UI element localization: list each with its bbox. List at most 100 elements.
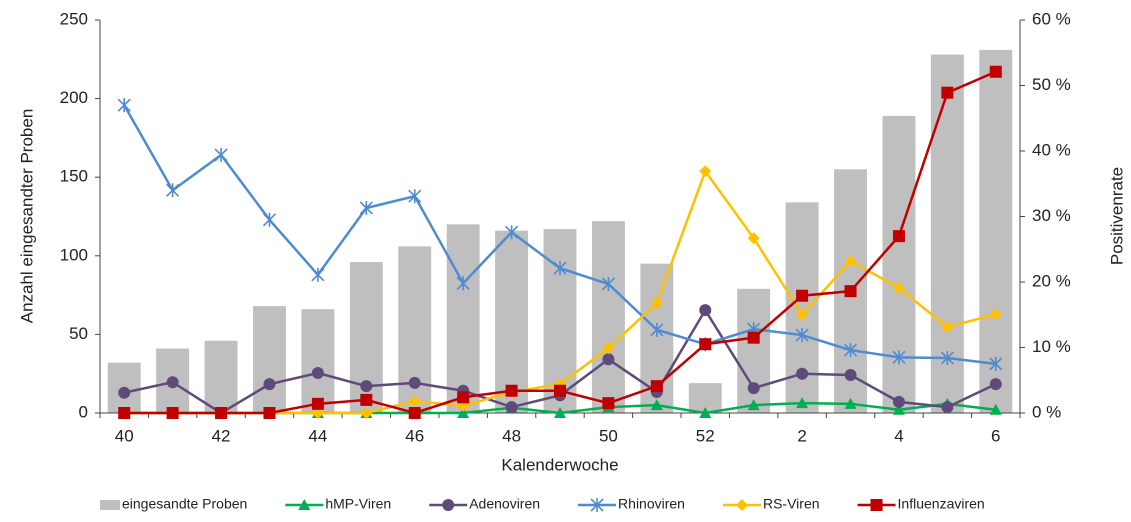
marker (989, 308, 1002, 321)
marker (553, 261, 567, 276)
x-tick-label: 46 (405, 426, 424, 445)
marker (699, 304, 712, 317)
legend-swatch (100, 500, 120, 510)
marker (747, 331, 760, 344)
x-tick-label: 4 (894, 426, 903, 445)
marker (602, 397, 615, 410)
marker (505, 225, 519, 240)
marker (747, 382, 760, 395)
bar (204, 340, 238, 413)
marker (298, 499, 311, 510)
marker (844, 397, 857, 409)
marker (699, 338, 712, 351)
legend-label: Rhinoviren (618, 496, 685, 512)
y-tick-label: 0 (79, 402, 88, 421)
marker (747, 399, 760, 411)
marker (796, 367, 809, 380)
legend-label: Adenoviren (469, 496, 540, 512)
legend: eingesandte Proben hMP-Viren Adenoviren Rhi… (100, 496, 985, 512)
y2-axis-title: Positivenrate (1107, 167, 1126, 265)
marker (747, 232, 760, 245)
marker (554, 407, 566, 418)
marker (844, 369, 857, 382)
marker (118, 386, 131, 399)
marker (941, 401, 954, 414)
y-tick-label: 50 (69, 324, 88, 343)
marker (650, 322, 664, 337)
x-tick-label: 52 (696, 426, 715, 445)
marker (650, 399, 663, 411)
marker (796, 397, 809, 409)
bar (253, 306, 286, 413)
marker (843, 343, 858, 358)
marker (505, 384, 518, 397)
marker (166, 407, 179, 419)
marker (457, 407, 470, 418)
marker (214, 147, 228, 162)
marker (844, 285, 857, 298)
marker (311, 407, 324, 419)
marker (989, 65, 1002, 78)
marker (796, 308, 809, 321)
marker (263, 407, 276, 419)
marker (941, 321, 954, 334)
marker (602, 353, 615, 366)
y-tick-label: 200 (60, 88, 88, 107)
marker (699, 407, 712, 418)
y2-tick-label: 30 % (1032, 206, 1071, 225)
y2-tick-label: 60 % (1032, 9, 1071, 28)
y-axis-title: Anzahl eingesandter Proben (17, 109, 36, 324)
marker (118, 407, 131, 419)
bar (737, 288, 771, 413)
marker (554, 384, 566, 397)
y2-tick-label: 50 % (1032, 75, 1071, 94)
marker (941, 86, 954, 99)
marker (359, 200, 373, 215)
marker (262, 212, 277, 227)
marker (892, 395, 905, 408)
bar (979, 49, 1013, 413)
legend-label: Influenzaviren (898, 496, 985, 512)
y-tick-label: 250 (60, 9, 88, 28)
y2-tick-label: 10 % (1032, 337, 1071, 356)
marker (989, 356, 1003, 371)
marker (457, 391, 470, 404)
x-tick-label: 44 (308, 426, 327, 445)
marker (650, 296, 663, 309)
y2-tick-label: 20 % (1032, 271, 1071, 290)
marker (311, 367, 324, 380)
bar (495, 230, 529, 413)
bar (301, 309, 335, 413)
marker (408, 407, 421, 419)
marker (360, 407, 373, 419)
x-tick-label: 2 (797, 426, 806, 445)
marker (844, 255, 857, 268)
marker (795, 328, 809, 343)
marker (699, 165, 712, 178)
bar (785, 202, 819, 413)
x-axis-title: Kalenderwoche (501, 455, 618, 474)
marker (360, 380, 373, 393)
marker (117, 98, 131, 113)
x-tick-label: 6 (991, 426, 1000, 445)
y2-tick-label: 0 % (1032, 402, 1061, 421)
legend-label: hMP-Viren (325, 496, 391, 512)
marker (989, 403, 1002, 415)
x-tick-label: 48 (502, 426, 521, 445)
legend-label: eingesandte Proben (122, 496, 247, 512)
marker (870, 499, 883, 511)
marker (166, 376, 179, 389)
x-tick-label: 40 (115, 426, 134, 445)
legend-label: RS-Viren (763, 496, 820, 512)
marker (601, 276, 615, 291)
marker (311, 267, 325, 282)
marker (602, 342, 615, 355)
marker (590, 498, 604, 512)
marker (408, 189, 422, 204)
marker (442, 499, 455, 511)
marker (650, 380, 663, 393)
x-tick-label: 42 (212, 426, 231, 445)
marker (505, 401, 518, 414)
bar (882, 115, 916, 413)
y2-tick-label: 40 % (1032, 140, 1071, 159)
